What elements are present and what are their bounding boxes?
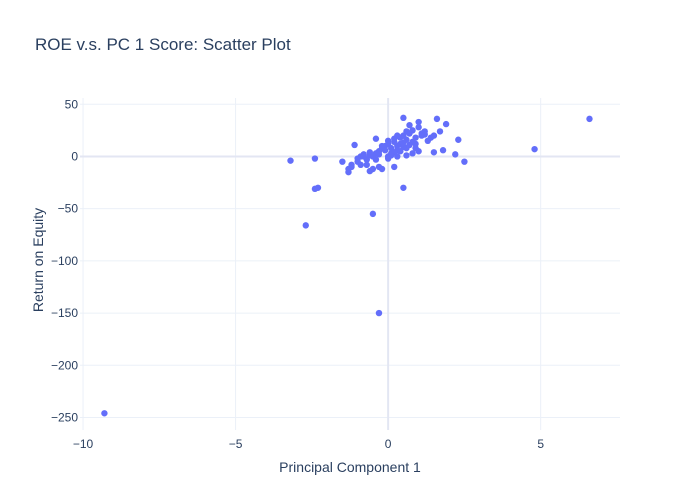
x-tick-labels: −10 −5 0 5 bbox=[73, 437, 544, 451]
x-tick-label: 5 bbox=[537, 437, 544, 451]
data-point[interactable] bbox=[415, 124, 422, 131]
data-point[interactable] bbox=[415, 148, 422, 155]
data-point[interactable] bbox=[287, 157, 294, 164]
data-point[interactable] bbox=[302, 222, 309, 229]
data-point[interactable] bbox=[354, 155, 361, 162]
data-point[interactable] bbox=[391, 135, 398, 142]
data-point[interactable] bbox=[375, 163, 383, 171]
data-point[interactable] bbox=[452, 151, 459, 158]
data-point[interactable] bbox=[372, 156, 380, 163]
x-tick-label: −5 bbox=[229, 437, 243, 451]
data-point[interactable] bbox=[366, 152, 374, 159]
y-tick-labels: 50 0 −50 −100 −150 −200 −250 bbox=[51, 97, 78, 424]
y-tick-label: −200 bbox=[51, 358, 78, 372]
y-tick-label: −250 bbox=[51, 410, 78, 424]
data-point[interactable] bbox=[363, 161, 370, 169]
data-point[interactable] bbox=[357, 161, 364, 169]
data-point[interactable] bbox=[415, 118, 422, 126]
data-point[interactable] bbox=[384, 155, 392, 162]
y-tick-label: −50 bbox=[58, 202, 79, 216]
data-point[interactable] bbox=[439, 147, 447, 154]
data-point[interactable] bbox=[442, 120, 450, 128]
data-point[interactable] bbox=[314, 184, 322, 191]
data-point[interactable] bbox=[421, 131, 428, 138]
y-tick-label: 0 bbox=[71, 149, 78, 163]
y-axis-title: Return on Equity bbox=[30, 208, 46, 312]
data-point[interactable] bbox=[412, 134, 419, 141]
data-points bbox=[101, 114, 593, 417]
data-point[interactable] bbox=[406, 121, 413, 129]
x-tick-label: 0 bbox=[385, 437, 392, 451]
y-tick-label: −100 bbox=[51, 254, 78, 268]
data-point[interactable] bbox=[409, 150, 416, 157]
data-point[interactable] bbox=[403, 152, 410, 159]
y-tick-label: −150 bbox=[51, 306, 78, 320]
y-tick-label: 50 bbox=[65, 97, 79, 111]
data-point[interactable] bbox=[400, 114, 407, 122]
x-tick-label: −10 bbox=[73, 437, 94, 451]
data-point[interactable] bbox=[339, 158, 346, 165]
data-point[interactable] bbox=[455, 136, 462, 143]
data-point[interactable] bbox=[400, 184, 407, 191]
data-point[interactable] bbox=[369, 210, 377, 218]
data-point[interactable] bbox=[427, 134, 435, 141]
data-point[interactable] bbox=[436, 128, 444, 135]
data-point[interactable] bbox=[586, 115, 593, 123]
data-point[interactable] bbox=[403, 128, 410, 135]
gridlines bbox=[80, 98, 620, 430]
data-point[interactable] bbox=[384, 137, 392, 145]
data-point[interactable] bbox=[351, 141, 358, 149]
data-point[interactable] bbox=[406, 141, 413, 149]
data-point[interactable] bbox=[375, 309, 383, 317]
data-point[interactable] bbox=[430, 149, 438, 156]
data-point[interactable] bbox=[400, 139, 407, 147]
x-axis-title: Principal Component 1 bbox=[279, 459, 421, 475]
data-point[interactable] bbox=[391, 163, 398, 171]
data-point[interactable] bbox=[375, 151, 383, 158]
data-point[interactable] bbox=[372, 135, 380, 142]
data-point[interactable] bbox=[461, 158, 468, 165]
data-point[interactable] bbox=[345, 165, 352, 173]
data-point[interactable] bbox=[394, 153, 401, 160]
data-point[interactable] bbox=[397, 148, 404, 155]
data-point[interactable] bbox=[311, 155, 319, 162]
data-point[interactable] bbox=[433, 115, 441, 123]
data-point[interactable] bbox=[378, 142, 386, 150]
data-point[interactable] bbox=[366, 167, 374, 175]
chart-title: ROE v.s. PC 1 Score: Scatter Plot bbox=[35, 35, 291, 54]
zero-lines bbox=[80, 98, 620, 430]
data-point[interactable] bbox=[531, 145, 538, 153]
data-point[interactable] bbox=[409, 127, 416, 134]
data-point[interactable] bbox=[101, 410, 108, 417]
data-point[interactable] bbox=[360, 153, 367, 160]
